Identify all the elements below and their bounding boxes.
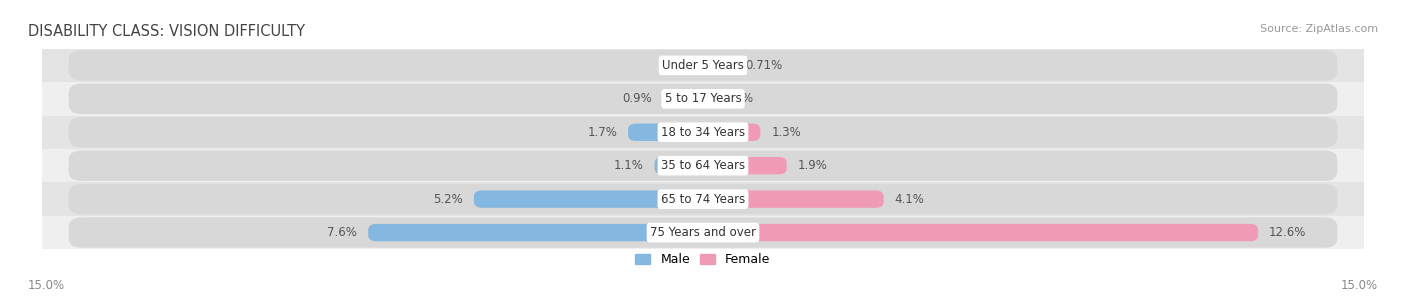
Text: 0.0%: 0.0%: [662, 59, 692, 72]
Bar: [42, 182, 1364, 216]
Text: 18 to 34 Years: 18 to 34 Years: [661, 126, 745, 139]
FancyBboxPatch shape: [69, 84, 1337, 114]
FancyBboxPatch shape: [69, 50, 1337, 81]
FancyBboxPatch shape: [69, 184, 1337, 214]
Text: 65 to 74 Years: 65 to 74 Years: [661, 193, 745, 206]
Bar: [42, 216, 1364, 249]
FancyBboxPatch shape: [664, 90, 703, 108]
Text: 0.9%: 0.9%: [623, 92, 652, 105]
Text: 1.3%: 1.3%: [772, 126, 801, 139]
FancyBboxPatch shape: [474, 190, 703, 208]
FancyBboxPatch shape: [655, 157, 703, 174]
Bar: [42, 49, 1364, 82]
FancyBboxPatch shape: [628, 123, 703, 141]
FancyBboxPatch shape: [703, 190, 883, 208]
Bar: [42, 116, 1364, 149]
Text: 7.6%: 7.6%: [328, 226, 357, 239]
FancyBboxPatch shape: [69, 217, 1337, 248]
Bar: [42, 82, 1364, 116]
Text: Source: ZipAtlas.com: Source: ZipAtlas.com: [1260, 24, 1378, 34]
Text: 15.0%: 15.0%: [28, 279, 65, 292]
Text: 0.71%: 0.71%: [745, 59, 783, 72]
Text: 1.9%: 1.9%: [797, 159, 828, 172]
Text: DISABILITY CLASS: VISION DIFFICULTY: DISABILITY CLASS: VISION DIFFICULTY: [28, 24, 305, 39]
FancyBboxPatch shape: [69, 150, 1337, 181]
Text: 12.6%: 12.6%: [1270, 226, 1306, 239]
FancyBboxPatch shape: [703, 224, 1258, 241]
Text: Under 5 Years: Under 5 Years: [662, 59, 744, 72]
Text: 0.06%: 0.06%: [717, 92, 754, 105]
Text: 5 to 17 Years: 5 to 17 Years: [665, 92, 741, 105]
FancyBboxPatch shape: [703, 57, 734, 74]
Legend: Male, Female: Male, Female: [630, 248, 776, 271]
FancyBboxPatch shape: [368, 224, 703, 241]
FancyBboxPatch shape: [69, 117, 1337, 147]
FancyBboxPatch shape: [703, 157, 787, 174]
FancyBboxPatch shape: [697, 90, 711, 108]
FancyBboxPatch shape: [703, 123, 761, 141]
Text: 75 Years and over: 75 Years and over: [650, 226, 756, 239]
Text: 1.1%: 1.1%: [613, 159, 644, 172]
Bar: [42, 149, 1364, 182]
Text: 35 to 64 Years: 35 to 64 Years: [661, 159, 745, 172]
Text: 1.7%: 1.7%: [588, 126, 617, 139]
Text: 5.2%: 5.2%: [433, 193, 463, 206]
Text: 4.1%: 4.1%: [894, 193, 925, 206]
Text: 15.0%: 15.0%: [1341, 279, 1378, 292]
